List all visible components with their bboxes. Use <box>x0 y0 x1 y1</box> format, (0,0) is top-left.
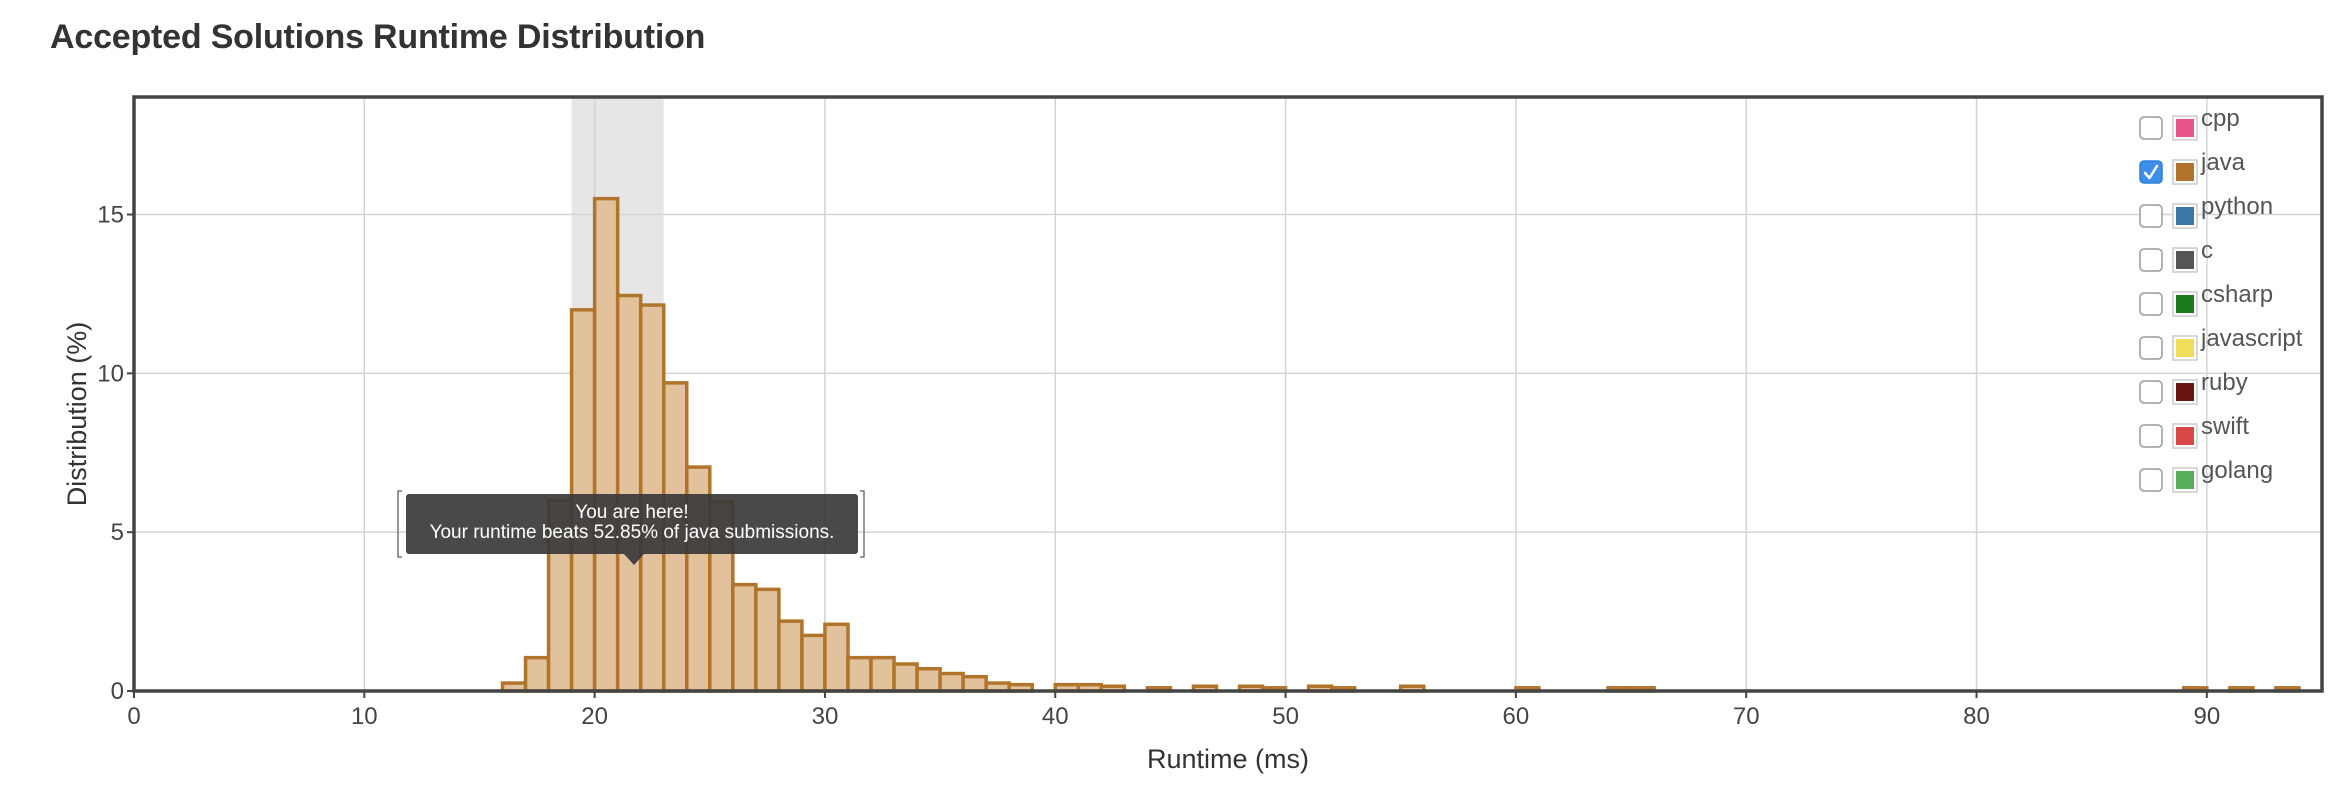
histogram-bar[interactable] <box>800 633 827 693</box>
x-tick-label: 60 <box>1503 703 1530 730</box>
plot-border <box>132 95 2324 693</box>
legend-label: ruby <box>2201 369 2248 396</box>
tooltip-arrow <box>624 554 644 565</box>
legend-label: javascript <box>2200 325 2303 352</box>
legend-swatch <box>2176 339 2194 357</box>
legend-label: csharp <box>2201 281 2273 308</box>
legend-checkbox[interactable] <box>2139 160 2163 184</box>
histogram-bar[interactable] <box>777 619 804 693</box>
y-axis-title: Distribution (%) <box>62 322 92 507</box>
legend-item-java[interactable]: java <box>2139 149 2246 185</box>
legend-swatch <box>2176 383 2194 401</box>
x-tick-label: 50 <box>1272 703 1299 730</box>
histogram-bar[interactable] <box>892 662 919 693</box>
legend-swatch <box>2176 251 2194 269</box>
legend-label: cpp <box>2201 105 2240 132</box>
tooltip-line-1: You are here! <box>575 502 688 523</box>
legend-checkbox[interactable] <box>2139 468 2163 492</box>
legend-label: swift <box>2201 413 2249 440</box>
legend-item-javascript[interactable]: javascript <box>2139 325 2303 361</box>
page-title: Accepted Solutions Runtime Distribution <box>50 18 706 56</box>
legend-checkbox[interactable] <box>2139 380 2163 404</box>
plot-frame <box>132 95 2324 693</box>
histogram-bar[interactable] <box>523 655 551 693</box>
histogram-bar[interactable] <box>869 655 896 693</box>
legend-swatch <box>2176 295 2194 313</box>
histogram-bar[interactable] <box>961 674 988 693</box>
histogram-bar[interactable] <box>615 293 643 693</box>
grid-layer <box>134 97 2322 691</box>
x-tick-label: 80 <box>1963 703 1990 730</box>
histogram-bar[interactable] <box>731 582 758 693</box>
legend-checkbox[interactable] <box>2139 424 2163 448</box>
x-axis-title: Runtime (ms) <box>1147 744 1309 774</box>
bars-layer <box>500 196 2301 693</box>
legend-checkbox[interactable] <box>2139 116 2163 140</box>
legend-checkbox[interactable] <box>2139 248 2163 272</box>
x-tick-label: 70 <box>1733 703 1760 730</box>
legend-swatch <box>2176 427 2194 445</box>
legend-checkbox[interactable] <box>2139 292 2163 316</box>
histogram-bar[interactable] <box>823 622 850 693</box>
legend-checkbox[interactable] <box>2139 204 2163 228</box>
legend-swatch <box>2176 471 2194 489</box>
tooltip-line-2: Your runtime beats 52.85% of java submis… <box>430 522 835 543</box>
legend-item-python[interactable]: python <box>2139 193 2273 229</box>
legend-label: python <box>2201 193 2273 220</box>
legend-item-ruby[interactable]: ruby <box>2139 369 2248 405</box>
x-tick-label: 10 <box>351 703 378 730</box>
y-tick-label: 15 <box>97 202 124 229</box>
x-tick-label: 0 <box>127 703 140 730</box>
x-tick-label: 90 <box>2193 703 2220 730</box>
runtime-tooltip: You are here! Your runtime beats 52.85% … <box>397 490 865 565</box>
tooltip-box <box>406 494 858 554</box>
checkmark-icon <box>2143 164 2159 180</box>
legend-item-cpp[interactable]: cpp <box>2139 105 2240 141</box>
legend-label: java <box>2200 149 2246 176</box>
y-tick-label: 5 <box>111 519 124 546</box>
tooltip-bracket-right <box>860 490 865 558</box>
histogram-bar[interactable] <box>846 655 873 693</box>
legend-item-csharp[interactable]: csharp <box>2139 281 2273 317</box>
legend-label: c <box>2201 237 2213 264</box>
legend-swatch <box>2176 207 2194 225</box>
x-tick-label: 40 <box>1042 703 1069 730</box>
legend-label: golang <box>2201 457 2273 484</box>
y-tick-label: 10 <box>97 360 124 387</box>
legend-swatch <box>2176 119 2194 137</box>
axis-layer: 0 10 20 30 40 50 60 70 80 90 0 5 10 15 <box>97 202 2220 730</box>
histogram-bar[interactable] <box>938 671 965 693</box>
histogram-bar[interactable] <box>915 667 942 693</box>
x-tick-label: 20 <box>581 703 608 730</box>
histogram-bar[interactable] <box>592 196 620 693</box>
legend-swatch <box>2176 163 2194 181</box>
legend: cpp java python c csharp javascript ruby swift g… <box>2139 105 2303 493</box>
histogram-bar[interactable] <box>754 587 781 693</box>
x-tick-label: 30 <box>812 703 839 730</box>
legend-item-golang[interactable]: golang <box>2139 457 2273 493</box>
tooltip-bracket-left <box>397 490 402 558</box>
y-tick-label: 0 <box>111 678 124 705</box>
legend-item-c[interactable]: c <box>2139 237 2213 273</box>
legend-checkbox[interactable] <box>2139 336 2163 360</box>
legend-item-swift[interactable]: swift <box>2139 413 2249 449</box>
